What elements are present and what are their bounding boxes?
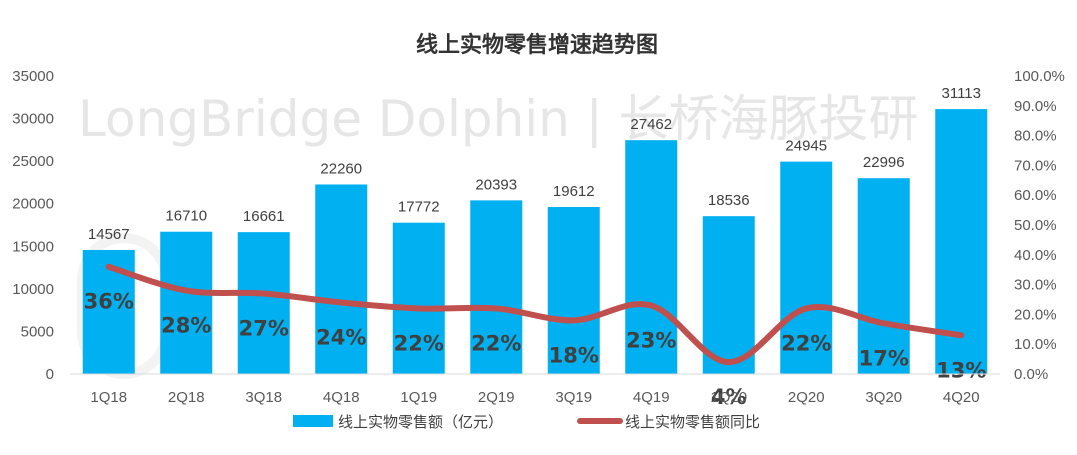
left-axis-tick-label: 30000: [12, 111, 54, 128]
x-axis: 1Q18 2Q18 3Q18 4Q18 1Q19 2Q19 3Q19 4Q19 1Q20 2Q20…: [90, 389, 979, 406]
x-axis-tick-label: 3Q18: [245, 389, 282, 406]
bar-value-label: 19612: [553, 183, 595, 200]
bar: [315, 184, 368, 374]
line-value-label: 23%: [626, 328, 676, 352]
x-axis-tick-label: 1Q18: [90, 389, 127, 406]
x-axis-tick-label: 4Q20: [943, 389, 980, 406]
x-axis-tick-label: 3Q19: [555, 389, 592, 406]
legend-label-line: 线上实物零售额同比: [625, 413, 760, 431]
bar: [702, 216, 755, 374]
line-value-label: 36%: [84, 290, 134, 314]
right-axis-tick-label: 0.0%: [1014, 366, 1048, 383]
right-axis-tick-label: 90.0%: [1014, 98, 1057, 115]
bar-series: [82, 109, 988, 374]
bar: [857, 178, 910, 374]
bar-value-label: 22260: [320, 160, 362, 177]
x-axis-tick-label: 1Q19: [400, 389, 437, 406]
line-series-path: [105, 263, 965, 366]
right-axis-tick-label: 60.0%: [1014, 187, 1057, 204]
line-value-label: 18%: [549, 343, 599, 367]
line-series: [105, 263, 965, 366]
watermark: LongBridge Dolphin | 长桥海豚投研: [78, 90, 919, 148]
bar: [547, 207, 600, 374]
bar-value-label: 22996: [863, 154, 905, 171]
x-axis-tick-label: 2Q18: [168, 389, 205, 406]
bar-value-labels: 14567 16710 16661 22260 17772 20393 19612 27462…: [88, 85, 981, 243]
legend-label-bars: 线上实物零售额（亿元）: [338, 413, 503, 431]
left-axis-tick-label: 35000: [12, 68, 54, 85]
line-value-label: 22%: [394, 331, 444, 355]
bar-value-label: 16710: [165, 208, 207, 225]
x-axis-tick-label: 4Q19: [633, 389, 670, 406]
line-value-label: 28%: [161, 314, 211, 338]
left-axis-tick-label: 0: [46, 366, 54, 383]
bar: [237, 232, 290, 374]
x-axis-tick-label: 2Q19: [478, 389, 515, 406]
left-axis: 0 5000 10000 15000 20000 25000 30000 35000: [12, 68, 54, 383]
right-axis-tick-label: 70.0%: [1014, 157, 1057, 174]
line-value-label: 17%: [859, 346, 909, 370]
right-axis-tick-label: 10.0%: [1014, 336, 1057, 353]
left-axis-tick-label: 25000: [12, 153, 54, 170]
left-axis-tick-label: 5000: [21, 323, 54, 340]
bar-value-label: 27462: [630, 116, 672, 133]
bar-value-label: 24945: [785, 138, 827, 155]
bar: [780, 161, 833, 374]
left-axis-tick-label: 10000: [12, 281, 54, 298]
bar: [392, 222, 445, 374]
bar: [625, 140, 678, 374]
right-axis-tick-label: 30.0%: [1014, 277, 1057, 294]
bar: [160, 231, 213, 374]
line-value-label: 4%: [711, 385, 747, 409]
bar-value-label: 16661: [243, 208, 285, 225]
left-axis-tick-label: 15000: [12, 238, 54, 255]
right-axis-tick-label: 100.0%: [1014, 68, 1065, 85]
bar-value-label: 20393: [475, 176, 517, 193]
line-value-label: 24%: [316, 325, 366, 349]
chart-title: 线上实物零售增速趋势图: [416, 32, 658, 58]
line-value-label: 27%: [239, 317, 289, 341]
x-axis-tick-label: 1Q20: [710, 389, 747, 406]
left-axis-tick-label: 20000: [12, 196, 54, 213]
bar-value-label: 18536: [708, 192, 750, 209]
x-axis-tick-label: 3Q20: [865, 389, 902, 406]
x-axis-tick-label: 4Q18: [323, 389, 360, 406]
bar-value-label: 14567: [88, 226, 130, 243]
right-axis: 0.0% 10.0% 20.0% 30.0% 40.0% 50.0% 60.0% 70.0% 8…: [1014, 68, 1065, 383]
right-axis-tick-label: 40.0%: [1014, 247, 1057, 264]
bar: [470, 200, 523, 374]
line-value-label: 13%: [936, 358, 986, 382]
legend-swatch-bars: [293, 415, 333, 427]
right-axis-tick-label: 80.0%: [1014, 128, 1057, 145]
right-axis-tick-label: 50.0%: [1014, 217, 1057, 234]
x-axis-tick-label: 2Q20: [788, 389, 825, 406]
line-value-labels: 36% 28% 27% 24% 22% 22% 18% 23% 4% 22% 17% 13%: [84, 290, 987, 409]
line-value-label: 22%: [471, 331, 521, 355]
right-axis-tick-label: 20.0%: [1014, 306, 1057, 323]
bar-value-label: 31113: [942, 85, 982, 102]
line-value-label: 22%: [781, 331, 831, 355]
bar-value-label: 17772: [398, 199, 440, 216]
legend: 线上实物零售额（亿元） 线上实物零售额同比: [293, 413, 760, 431]
